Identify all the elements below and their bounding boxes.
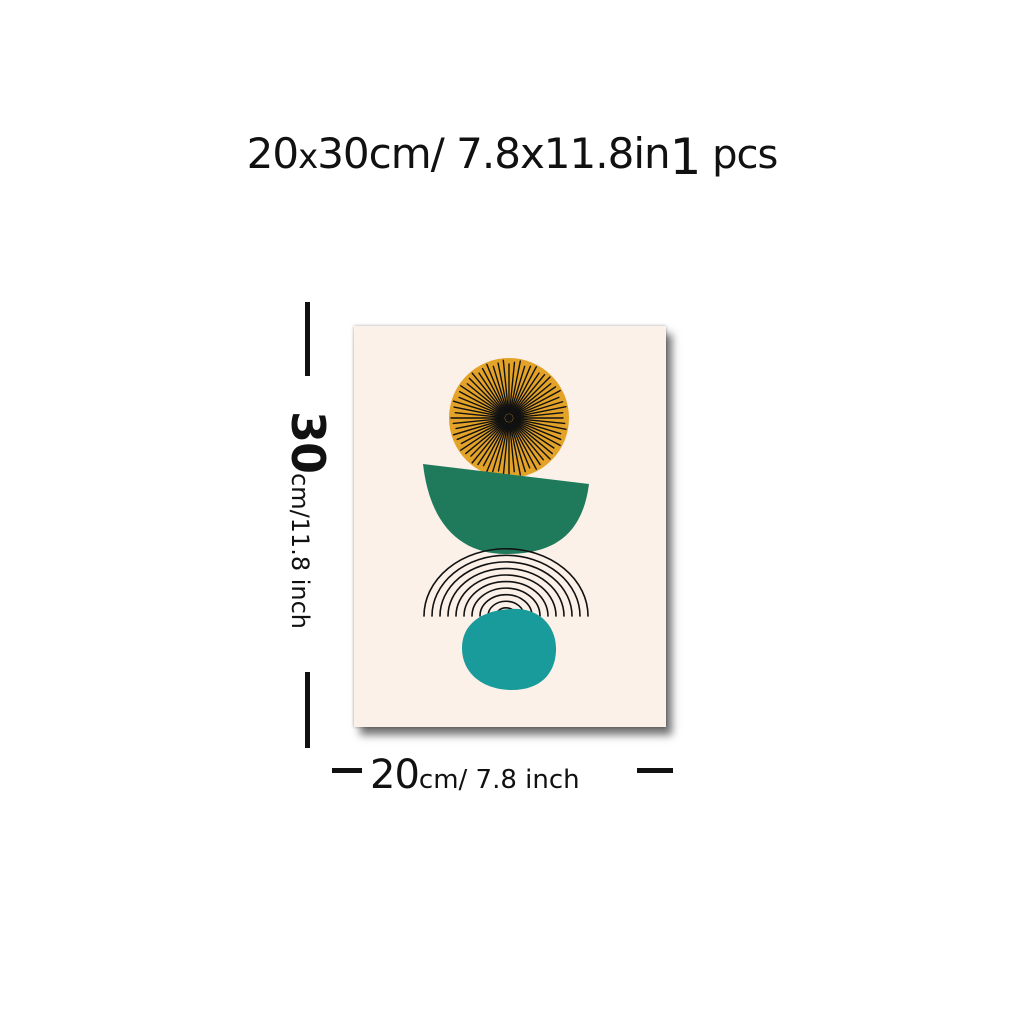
- sun-ray: [471, 372, 507, 415]
- sun-ray: [452, 400, 505, 418]
- rainbow-arc: [423, 548, 589, 617]
- sun-ray: [508, 422, 515, 473]
- sun-ray: [510, 421, 538, 470]
- sun-ray: [513, 418, 567, 431]
- sun-ray: [481, 367, 508, 415]
- sun-ray: [512, 419, 561, 447]
- width-dimension-line-right: [637, 768, 673, 773]
- sun-ray: [482, 421, 508, 467]
- sun-ray: [486, 363, 508, 415]
- rainbow-arc: [455, 574, 557, 617]
- sun-ray: [460, 385, 506, 416]
- sun-ray: [509, 360, 522, 414]
- height-number: 30: [281, 410, 335, 473]
- title-quantity-unit: pcs: [700, 132, 778, 178]
- sun-ray: [466, 383, 506, 416]
- sun-ray: [513, 418, 562, 435]
- sun-ray: [454, 412, 505, 419]
- sun-ray: [497, 362, 509, 414]
- sun-ray: [465, 420, 506, 455]
- sun-ray: [510, 365, 532, 415]
- sun-ray: [509, 422, 522, 476]
- height-unit: cm/11.8 inch: [286, 473, 314, 630]
- sun-center: [505, 414, 513, 422]
- sun-ray: [512, 386, 557, 416]
- sun-ray: [511, 421, 544, 461]
- sun-ray: [512, 389, 561, 417]
- sun-ray: [471, 421, 507, 464]
- poster-print: [354, 326, 666, 727]
- sunburst-lines: [450, 359, 567, 477]
- green-half-circle: [423, 464, 589, 554]
- width-dimension-label: 20cm/ 7.8 inch: [370, 752, 580, 798]
- sun-ray: [486, 421, 508, 473]
- sun-ray: [511, 374, 546, 415]
- sun-ray: [502, 359, 510, 414]
- sun-ray: [492, 422, 509, 473]
- title-times: x: [298, 137, 318, 177]
- sun-ray: [511, 420, 551, 460]
- sun-ray: [508, 361, 516, 414]
- sun-ray: [458, 396, 506, 417]
- sun-ray: [512, 396, 560, 417]
- rainbow-arc: [479, 593, 533, 617]
- sun-ray: [512, 420, 555, 449]
- sun-ray: [512, 383, 552, 416]
- product-size-title: 20x30cm/ 7.8x11.8in1 pcs: [0, 128, 1024, 186]
- sun-ray: [513, 401, 564, 418]
- sun-ray: [460, 420, 506, 451]
- sun-ray: [511, 421, 541, 466]
- rainbow-arc: [439, 561, 573, 617]
- sun-ray: [458, 390, 506, 417]
- title-dimensions: 30cm/ 7.8x11.8in: [317, 129, 670, 178]
- rainbow-arc: [471, 587, 541, 617]
- sun-ray: [509, 365, 526, 414]
- width-dimension-line-left: [332, 768, 362, 773]
- sun-ray: [452, 418, 505, 436]
- rainbow-arc: [447, 567, 565, 617]
- sun-ray: [512, 420, 553, 455]
- sun-ray: [510, 366, 538, 415]
- height-dimension-line-bottom: [305, 672, 310, 748]
- abstract-art-illustration: [423, 358, 589, 690]
- width-unit: 7.8 inch: [467, 765, 580, 795]
- sun-ray: [513, 417, 566, 425]
- width-number: 20: [370, 752, 420, 798]
- sun-ray: [452, 417, 505, 425]
- sun-ray: [510, 421, 531, 469]
- height-dimension-label: 30cm/11.8 inch: [281, 411, 335, 629]
- sun-ray: [497, 422, 509, 472]
- sun-ray: [455, 418, 505, 430]
- sun-ray: [453, 406, 505, 418]
- sun-ray: [456, 419, 506, 441]
- teal-circle: [462, 608, 557, 690]
- sun-ray: [509, 422, 526, 473]
- sun-ray: [460, 419, 506, 445]
- sun-ray: [478, 372, 507, 415]
- sun-ray: [502, 422, 510, 477]
- sun-ray: [468, 377, 507, 416]
- width-cm: cm/: [418, 765, 468, 795]
- sun-ray: [470, 420, 507, 457]
- sun-ray: [477, 421, 507, 466]
- sun-ray: [492, 365, 509, 414]
- rainbow-arc: [463, 580, 549, 617]
- rainbow-arcs: [423, 548, 589, 617]
- sun-ray: [511, 376, 551, 416]
- height-dimension-line-top: [305, 302, 310, 376]
- title-quantity: 1: [669, 128, 702, 186]
- title-width: 20: [246, 129, 299, 178]
- sun-ray: [512, 419, 562, 441]
- sun-ray: [511, 372, 540, 415]
- rainbow-arc: [431, 554, 581, 617]
- sun-ray: [513, 412, 564, 419]
- sun-ray: [513, 405, 567, 418]
